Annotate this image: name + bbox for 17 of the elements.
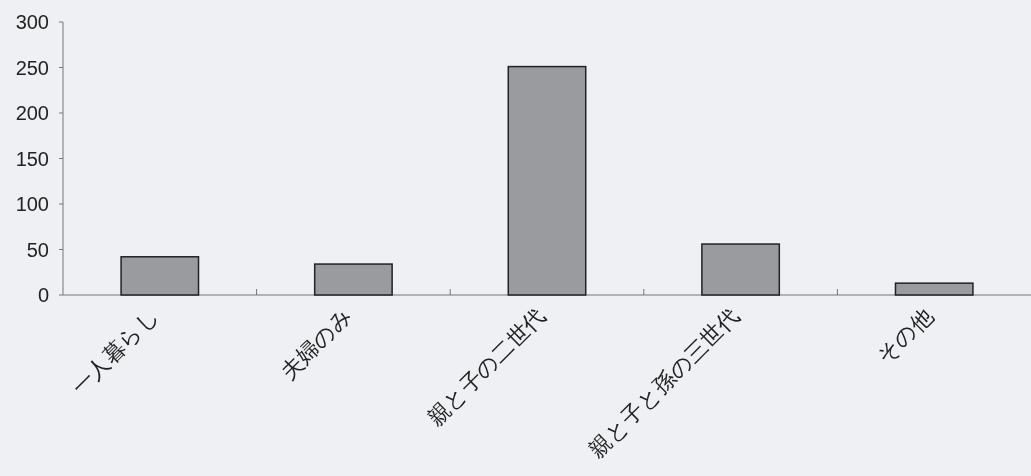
x-tick-label: 親と子の二世代 xyxy=(422,302,551,431)
y-tick-label: 250 xyxy=(15,56,49,79)
y-tick-label: 150 xyxy=(15,147,49,170)
y-tick-label: 50 xyxy=(26,238,49,261)
y-tick-label: 100 xyxy=(15,193,49,215)
x-tick-label: 親と子と孫の三世代 xyxy=(584,302,745,463)
y-tick-label: 0 xyxy=(37,284,49,306)
y-tick-label: 200 xyxy=(15,102,49,124)
x-tick-label: 夫婦のみ xyxy=(275,302,357,385)
bar xyxy=(313,263,393,296)
y-tick-label: 300 xyxy=(15,11,49,33)
x-tick-label: その他 xyxy=(871,302,938,369)
bar xyxy=(120,256,200,296)
bar xyxy=(894,282,974,296)
bar xyxy=(701,243,781,296)
bar xyxy=(507,65,587,296)
x-tick-label: 一人暮らし xyxy=(66,302,164,400)
